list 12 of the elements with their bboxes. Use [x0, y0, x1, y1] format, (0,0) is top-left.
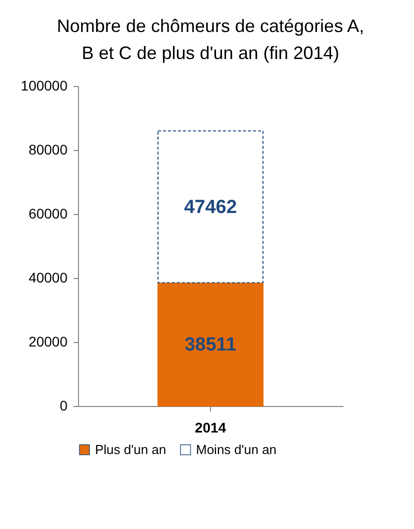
y-tick-label: 0: [60, 398, 68, 414]
y-tick-label: 100000: [20, 78, 68, 94]
y-tick-label: 40000: [28, 270, 68, 286]
y-tick-label: 80000: [28, 142, 68, 158]
data-label: 38511: [184, 334, 237, 356]
y-tick-label: 60000: [28, 206, 68, 222]
x-tick-label: 2014: [194, 420, 226, 436]
chart-title: Nombre de chômeurs de catégories A, B et C de plus d'un an (fin 2014): [56, 16, 364, 63]
legend-label: Moins d'un an: [196, 442, 277, 457]
y-tick-label: 20000: [28, 334, 68, 350]
data-label: 47462: [184, 196, 237, 218]
legend-label: Plus d'un an: [95, 442, 166, 457]
